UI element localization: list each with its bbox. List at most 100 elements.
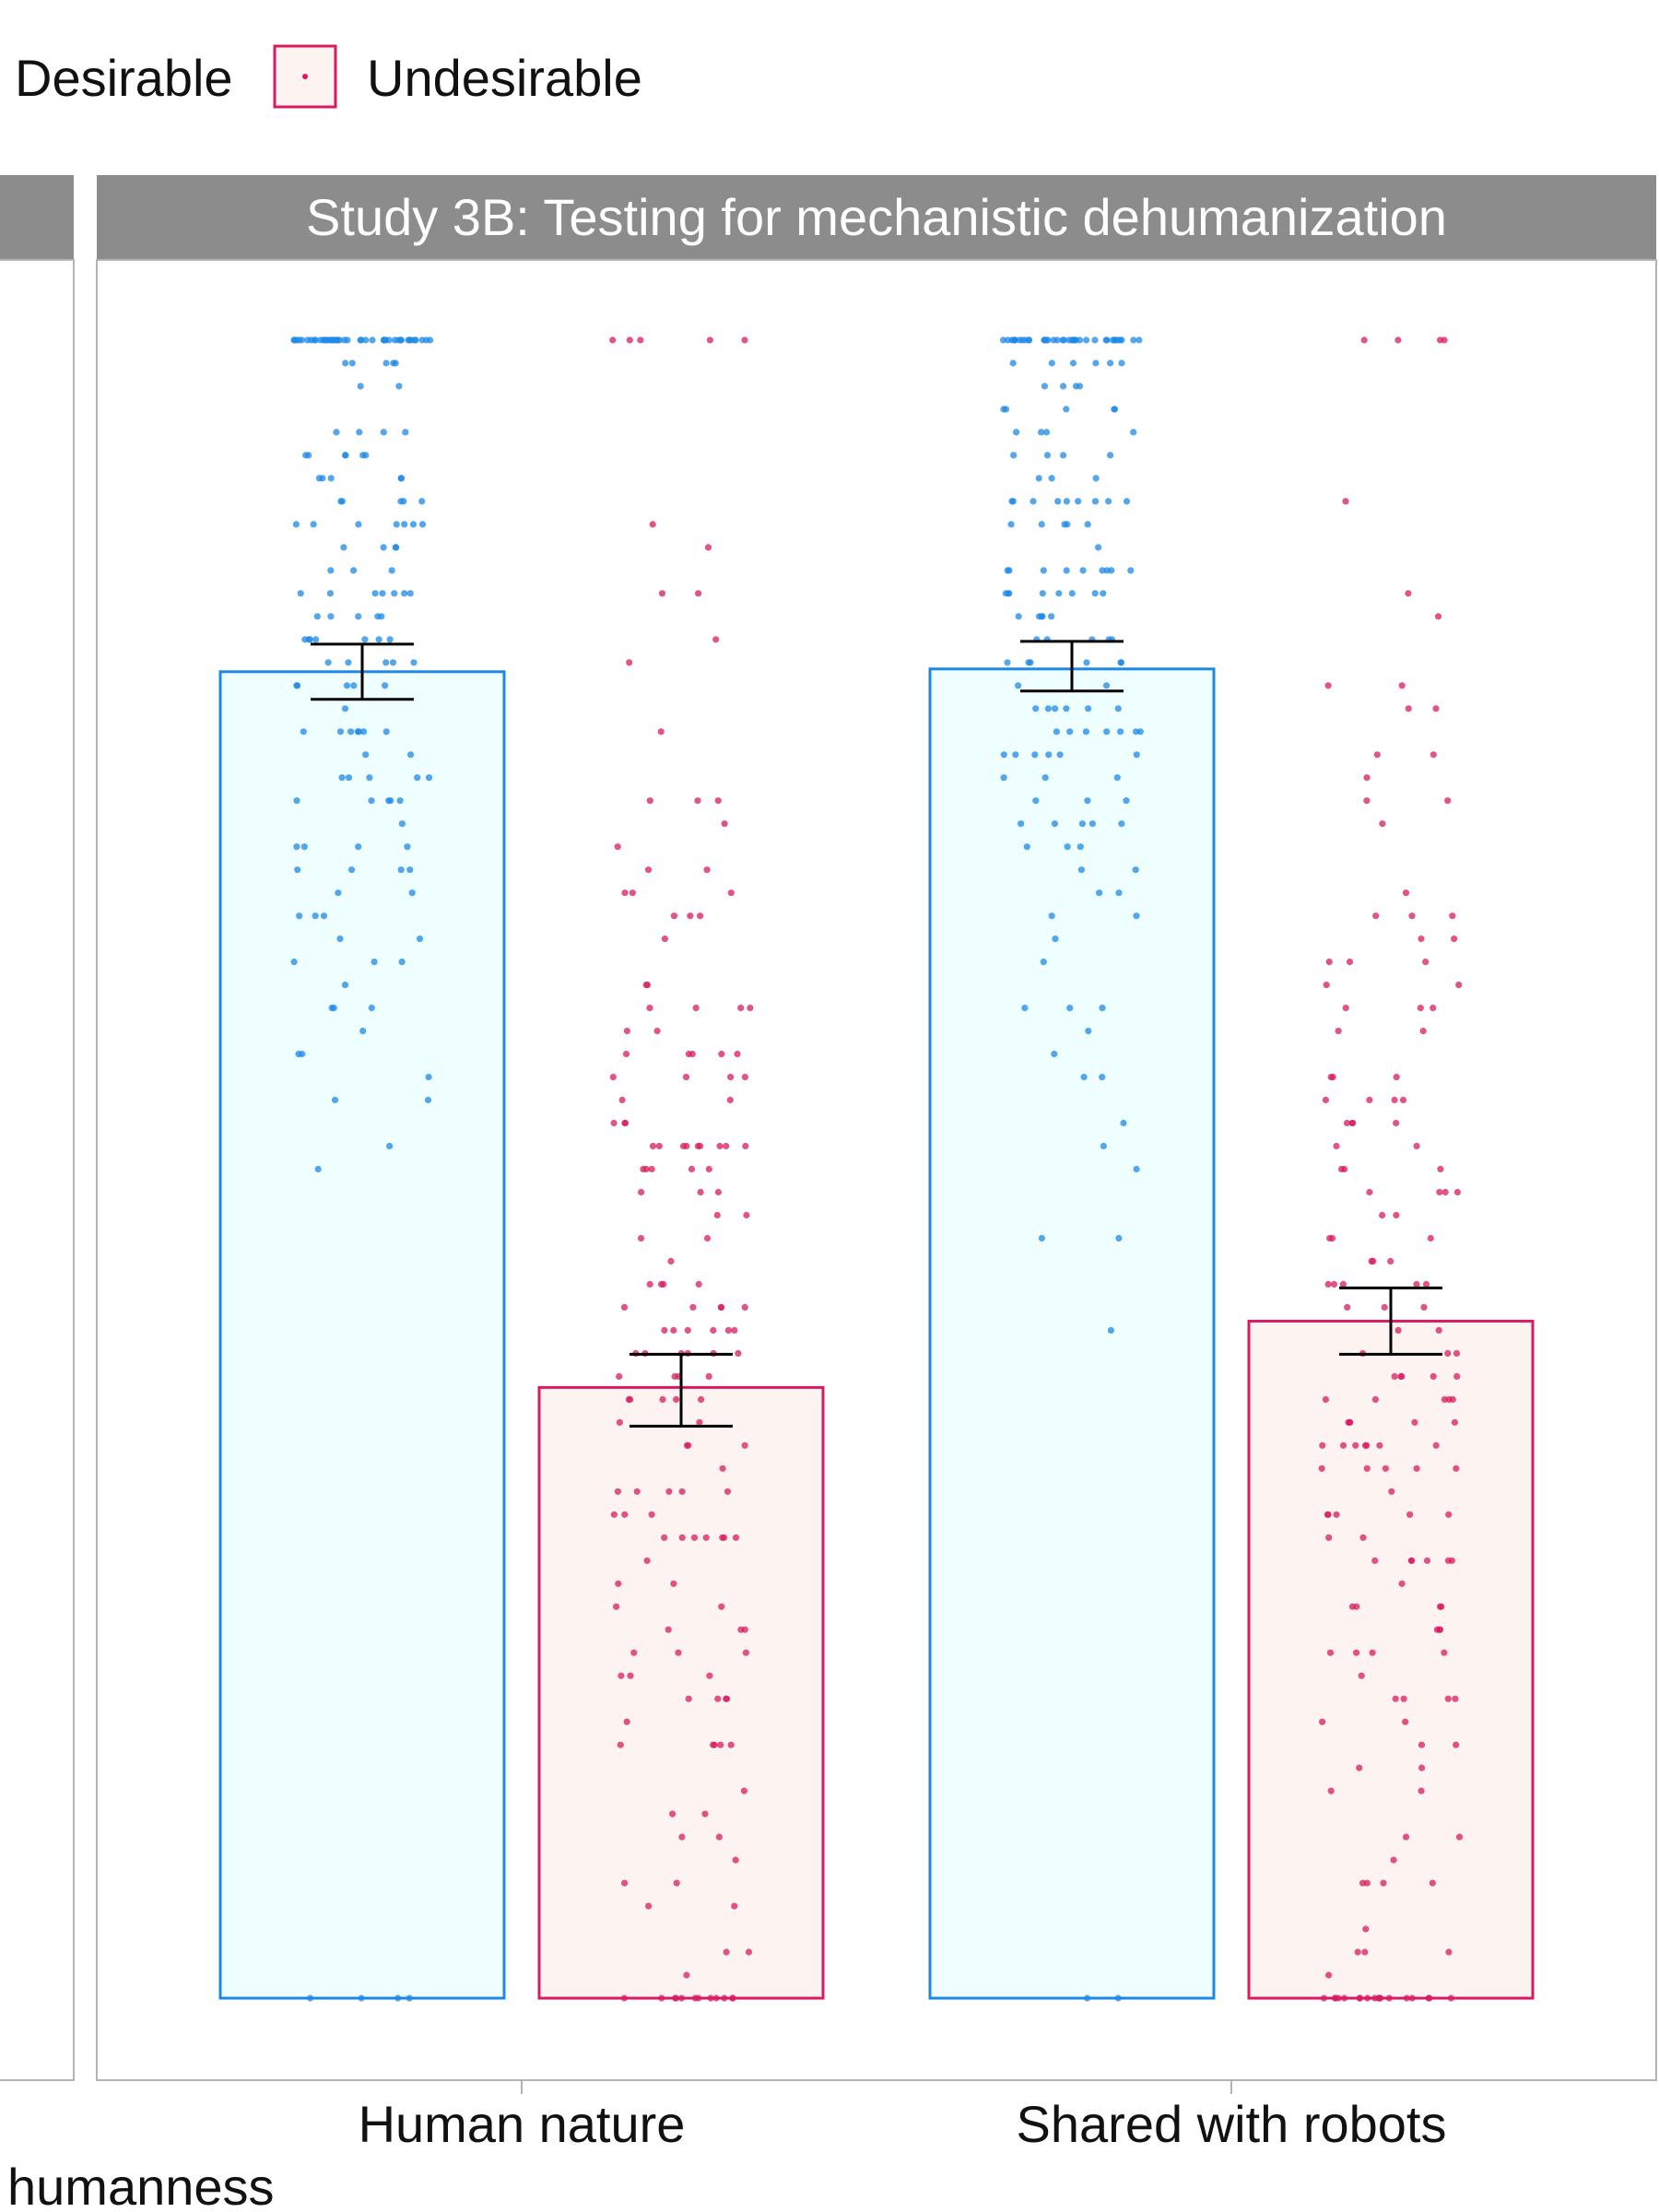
x-tick-label-shared-with-robots: Shared with robots [1017,2095,1447,2153]
raw-point-desirable-shared-with-robots [1035,475,1042,482]
raw-point-desirable-shared-with-robots [1052,705,1059,712]
raw-point-undesirable-shared-with-robots [1451,935,1458,943]
raw-point-undesirable-shared-with-robots [1322,1096,1329,1104]
raw-point-desirable-human-nature [398,820,406,828]
raw-point-undesirable-human-nature [644,866,653,874]
raw-point-desirable-human-nature [382,728,390,735]
raw-point-desirable-shared-with-robots [1011,336,1018,344]
raw-point-desirable-human-nature [406,590,414,597]
raw-point-desirable-shared-with-robots [1107,452,1114,459]
raw-point-desirable-human-nature [406,336,413,344]
raw-point-undesirable-shared-with-robots [1418,1764,1426,1771]
points-layer [290,336,1464,2002]
raw-point-desirable-shared-with-robots [1045,751,1053,759]
raw-point-desirable-shared-with-robots [1091,336,1099,344]
raw-point-desirable-human-nature [391,590,398,597]
raw-point-undesirable-shared-with-robots [1444,1349,1452,1357]
raw-point-undesirable-human-nature [721,1994,728,2002]
raw-point-desirable-human-nature [425,774,433,782]
raw-point-undesirable-shared-with-robots [1408,1994,1416,2002]
raw-point-desirable-human-nature [305,636,312,643]
raw-point-undesirable-shared-with-robots [1434,613,1442,620]
raw-point-desirable-shared-with-robots [1009,359,1017,367]
raw-point-undesirable-shared-with-robots [1381,1303,1388,1311]
legend: Desirable Undesirable [15,44,642,109]
raw-point-undesirable-human-nature [648,1165,655,1173]
raw-point-undesirable-human-nature [703,1234,712,1242]
raw-point-desirable-shared-with-robots [1096,889,1103,897]
raw-point-undesirable-human-nature [695,1280,702,1288]
raw-point-desirable-shared-with-robots [1084,1994,1091,2002]
raw-point-desirable-shared-with-robots [1040,959,1047,966]
raw-point-desirable-human-nature [359,1028,367,1035]
raw-point-undesirable-shared-with-robots [1406,1511,1414,1518]
raw-point-undesirable-shared-with-robots [1391,1372,1398,1380]
raw-point-desirable-shared-with-robots [1066,728,1074,735]
raw-point-desirable-shared-with-robots [1038,429,1045,436]
raw-point-undesirable-shared-with-robots [1320,1994,1328,2002]
raw-point-undesirable-human-nature [670,912,678,920]
raw-point-desirable-shared-with-robots [1108,567,1115,574]
raw-point-desirable-human-nature [385,797,393,805]
raw-point-undesirable-human-nature [732,1856,739,1864]
raw-point-undesirable-human-nature [745,1948,753,1956]
raw-point-undesirable-shared-with-robots [1402,1833,1410,1841]
raw-point-undesirable-shared-with-robots [1455,1833,1464,1841]
raw-point-desirable-shared-with-robots [1133,728,1140,735]
raw-point-desirable-human-nature [345,659,352,666]
raw-point-desirable-human-nature [392,544,399,551]
raw-point-desirable-shared-with-robots [1052,935,1059,943]
raw-point-undesirable-human-nature [713,1211,721,1219]
raw-point-desirable-shared-with-robots [1051,1051,1058,1058]
raw-point-undesirable-human-nature [715,1833,724,1841]
raw-point-desirable-shared-with-robots [1080,1074,1088,1081]
raw-point-desirable-shared-with-robots [1133,751,1140,759]
raw-point-desirable-shared-with-robots [1038,613,1045,620]
raw-point-undesirable-human-nature [633,1488,641,1495]
raw-point-undesirable-shared-with-robots [1451,1418,1458,1426]
raw-point-desirable-shared-with-robots [1117,659,1125,666]
raw-point-desirable-human-nature [408,889,416,897]
raw-point-undesirable-shared-with-robots [1349,1119,1357,1127]
raw-point-undesirable-shared-with-robots [1353,1649,1360,1656]
raw-point-desirable-shared-with-robots [1048,359,1055,367]
raw-point-desirable-shared-with-robots [1113,774,1121,782]
raw-point-undesirable-human-nature [734,1051,741,1058]
raw-point-undesirable-human-nature [732,1534,740,1541]
raw-point-undesirable-human-nature [630,1649,638,1656]
raw-point-desirable-shared-with-robots [1064,521,1071,528]
raw-point-undesirable-human-nature [616,1418,624,1426]
raw-point-undesirable-shared-with-robots [1341,1994,1348,2002]
raw-point-desirable-human-nature [343,682,351,689]
raw-point-desirable-human-nature [297,590,304,597]
raw-point-undesirable-human-nature [672,1994,680,2002]
raw-point-desirable-human-nature [395,382,403,390]
raw-point-desirable-human-nature [378,613,385,620]
raw-point-desirable-shared-with-robots [1043,452,1052,459]
raw-point-undesirable-shared-with-robots [1368,1257,1375,1265]
raw-point-undesirable-shared-with-robots [1402,1718,1409,1725]
raw-point-desirable-shared-with-robots [1025,659,1032,666]
raw-point-desirable-shared-with-robots [1130,336,1137,344]
raw-point-undesirable-human-nature [742,1142,749,1150]
raw-point-undesirable-human-nature [731,1902,738,1910]
raw-point-desirable-shared-with-robots [1068,590,1076,597]
raw-point-undesirable-shared-with-robots [1441,1649,1448,1656]
raw-point-undesirable-shared-with-robots [1387,1257,1394,1265]
raw-point-desirable-human-nature [341,982,349,989]
raw-point-undesirable-shared-with-robots [1371,1557,1379,1564]
raw-point-undesirable-human-nature [702,1534,710,1541]
raw-point-undesirable-human-nature [704,544,712,551]
raw-point-desirable-shared-with-robots [1114,1994,1122,2002]
raw-point-desirable-human-nature [341,705,349,712]
raw-point-undesirable-human-nature [646,1280,653,1288]
raw-point-desirable-human-nature [348,359,356,367]
raw-point-desirable-shared-with-robots [1123,797,1130,805]
raw-point-desirable-shared-with-robots [1026,336,1033,344]
raw-point-desirable-human-nature [355,613,362,620]
raw-point-desirable-shared-with-robots [1069,359,1077,367]
raw-point-desirable-human-nature [362,751,370,759]
raw-point-undesirable-shared-with-robots [1338,1165,1346,1173]
raw-point-desirable-human-nature [293,843,300,851]
raw-point-desirable-human-nature [326,590,334,597]
